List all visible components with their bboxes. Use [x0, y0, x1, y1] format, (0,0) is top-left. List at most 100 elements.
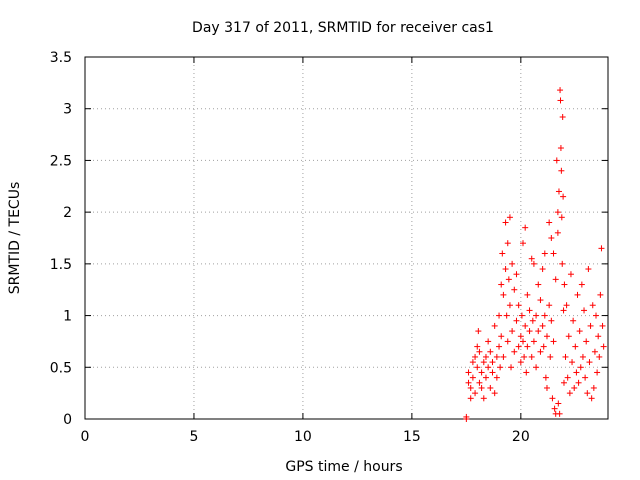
data-point — [476, 348, 483, 355]
data-point — [569, 359, 576, 366]
data-point — [498, 281, 505, 288]
data-point — [575, 379, 582, 386]
data-point — [511, 348, 518, 355]
data-point — [557, 87, 564, 94]
data-point — [518, 312, 525, 319]
data-point — [590, 384, 597, 391]
data-point — [491, 390, 498, 397]
data-point — [589, 302, 596, 309]
data-point — [499, 250, 506, 257]
data-point — [503, 312, 510, 319]
data-point — [533, 312, 540, 319]
data-point — [489, 359, 496, 366]
data-point — [489, 369, 496, 376]
data-point — [493, 353, 500, 360]
data-point — [576, 328, 583, 335]
data-point — [558, 214, 565, 221]
y-tick-label: 3 — [63, 102, 72, 118]
data-point — [526, 307, 533, 314]
data-point — [500, 291, 507, 298]
data-point — [513, 271, 520, 278]
data-point — [467, 395, 474, 402]
data-point — [469, 359, 476, 366]
data-point — [530, 260, 537, 267]
data-point — [540, 343, 547, 350]
data-point — [558, 167, 565, 174]
data-point — [578, 281, 585, 288]
data-point — [505, 276, 512, 283]
data-point — [560, 193, 567, 200]
data-point — [554, 209, 561, 216]
data-point — [579, 353, 586, 360]
data-point — [511, 286, 518, 293]
data-point — [591, 348, 598, 355]
data-points — [463, 87, 607, 422]
data-point — [508, 364, 515, 371]
data-point — [476, 379, 483, 386]
data-point — [583, 338, 590, 345]
data-point — [465, 369, 472, 376]
data-point — [555, 188, 562, 195]
grid-layer — [85, 57, 608, 419]
data-point — [588, 395, 595, 402]
data-point — [599, 322, 606, 329]
data-point — [593, 312, 600, 319]
data-point — [562, 353, 569, 360]
data-point — [515, 343, 522, 350]
plot-frame — [84, 56, 609, 420]
data-point — [513, 317, 520, 324]
data-point — [550, 338, 557, 345]
data-point — [597, 291, 604, 298]
data-point — [573, 369, 580, 376]
data-point — [587, 322, 594, 329]
data-point — [541, 312, 548, 319]
data-point — [550, 250, 557, 257]
data-point — [598, 245, 605, 252]
data-point — [541, 250, 548, 257]
data-point — [474, 343, 481, 350]
data-point — [555, 400, 562, 407]
data-point — [584, 390, 591, 397]
data-point — [496, 312, 503, 319]
data-point — [517, 333, 524, 340]
data-point — [506, 302, 513, 309]
data-point — [502, 219, 509, 226]
data-point — [546, 219, 553, 226]
data-point — [493, 374, 500, 381]
data-point — [560, 307, 567, 314]
data-point — [565, 333, 572, 340]
data-point — [515, 302, 522, 309]
data-point — [586, 359, 593, 366]
y-axis-label: SRMTID / TECUs — [7, 182, 23, 295]
data-point — [496, 343, 503, 350]
x-tick-label: 0 — [81, 429, 90, 445]
data-point — [523, 369, 530, 376]
x-tick-label: 15 — [403, 429, 421, 445]
x-tick-label: 20 — [512, 429, 530, 445]
data-point — [528, 255, 535, 262]
data-point — [524, 291, 531, 298]
data-point — [478, 384, 485, 391]
data-point — [509, 328, 516, 335]
data-point — [474, 364, 481, 371]
y-tick-label: 2.5 — [50, 153, 72, 169]
data-point — [537, 348, 544, 355]
data-point — [509, 260, 516, 267]
data-point — [480, 395, 487, 402]
data-point — [487, 384, 494, 391]
data-point — [522, 224, 529, 231]
data-point — [570, 317, 577, 324]
data-point — [472, 390, 479, 397]
tick-layer: 0 5 10 15 20 0 0.5 1 1.5 2 2.5 3 3.5 — [50, 50, 608, 445]
data-point — [524, 343, 531, 350]
data-point — [520, 338, 527, 345]
data-point — [600, 343, 607, 350]
data-point — [504, 338, 511, 345]
data-point — [567, 271, 574, 278]
data-point — [560, 379, 567, 386]
data-point — [582, 374, 589, 381]
data-point — [577, 364, 584, 371]
data-point — [478, 369, 485, 376]
data-point — [564, 374, 571, 381]
data-point — [482, 353, 489, 360]
